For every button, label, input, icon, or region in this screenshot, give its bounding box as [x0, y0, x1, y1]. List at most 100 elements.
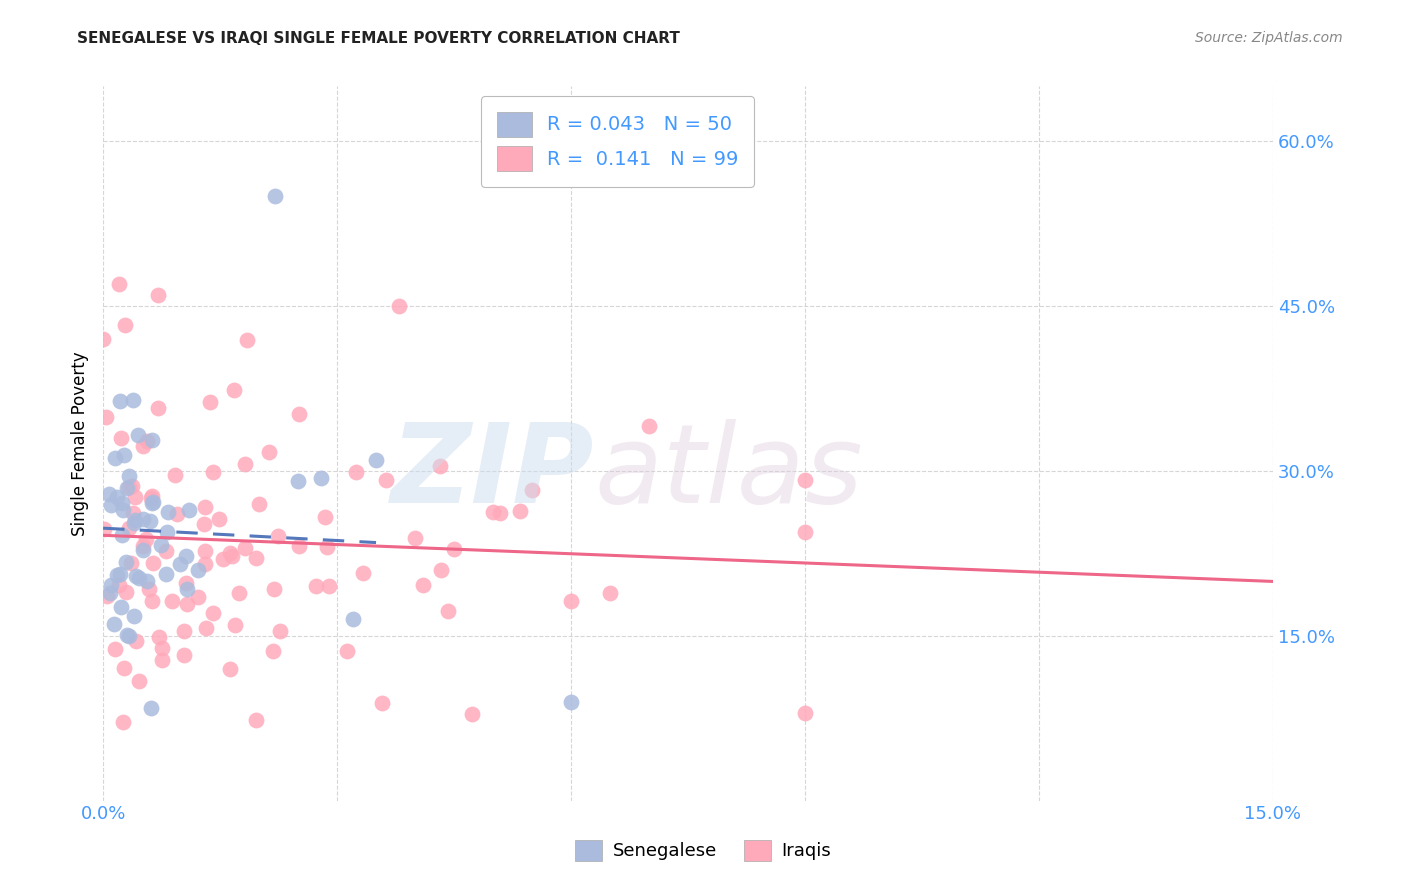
Point [138, 582, 160, 596]
Point [187, 590, 209, 604]
Point [127, 427, 149, 442]
Point [314, 510, 336, 524]
Point [118, 520, 141, 534]
Point [150, 653, 173, 667]
Point [269, 624, 291, 638]
Point [793, 473, 815, 487]
Point [388, 299, 411, 313]
Point [245, 550, 267, 565]
Point [111, 714, 134, 729]
Point [107, 277, 129, 292]
Point [173, 648, 195, 662]
Point [344, 465, 367, 479]
Point [105, 490, 128, 504]
Point [287, 475, 309, 489]
Point [288, 407, 311, 421]
Point [233, 457, 256, 471]
Y-axis label: Single Female Poverty: Single Female Poverty [72, 351, 89, 536]
Point [374, 473, 396, 487]
Point [122, 393, 145, 408]
Point [141, 433, 163, 447]
Point [100, 578, 122, 592]
Point [114, 318, 136, 333]
Point [412, 578, 434, 592]
Point [201, 465, 224, 479]
Point [139, 515, 162, 529]
Point [135, 533, 157, 547]
Point [111, 496, 134, 510]
Point [176, 582, 198, 597]
Point [560, 594, 582, 608]
Text: Source: ZipAtlas.com: Source: ZipAtlas.com [1195, 31, 1343, 45]
Point [146, 288, 169, 302]
Point [219, 546, 242, 560]
Point [98, 487, 121, 501]
Point [139, 701, 162, 715]
Point [520, 483, 543, 497]
Point [169, 557, 191, 571]
Point [560, 695, 582, 709]
Point [107, 578, 129, 592]
Point [316, 540, 339, 554]
Point [132, 539, 155, 553]
Point [228, 585, 250, 599]
Point [115, 481, 138, 495]
Point [212, 552, 235, 566]
Point [245, 713, 267, 727]
Point [221, 549, 243, 564]
Point [219, 662, 242, 676]
Point [352, 566, 374, 580]
Point [118, 630, 141, 644]
Point [176, 598, 198, 612]
Point [262, 644, 284, 658]
Point [118, 480, 141, 494]
Point [114, 585, 136, 599]
Point [342, 612, 364, 626]
Text: ZIP: ZIP [391, 418, 595, 525]
Point [132, 543, 155, 558]
Point [194, 544, 217, 558]
Point [103, 617, 125, 632]
Point [318, 579, 340, 593]
Point [125, 569, 148, 583]
Point [638, 418, 661, 433]
Point [146, 401, 169, 415]
Point [482, 505, 505, 519]
Point [162, 594, 184, 608]
Point [108, 394, 131, 409]
Point [149, 538, 172, 552]
Point [599, 585, 621, 599]
Point [111, 528, 134, 542]
Point [136, 574, 159, 588]
Point [156, 505, 179, 519]
Point [121, 506, 143, 520]
Point [91, 332, 114, 346]
Point [336, 644, 359, 658]
Point [194, 557, 217, 571]
Legend: R = 0.043   N = 50, R =  0.141   N = 99: R = 0.043 N = 50, R = 0.141 N = 99 [481, 96, 754, 187]
Point [437, 604, 460, 618]
Point [112, 503, 135, 517]
Point [488, 506, 510, 520]
Point [224, 617, 246, 632]
Point [125, 634, 148, 648]
Point [174, 549, 197, 563]
Point [461, 707, 484, 722]
Text: SENEGALESE VS IRAQI SINGLE FEMALE POVERTY CORRELATION CHART: SENEGALESE VS IRAQI SINGLE FEMALE POVERT… [77, 31, 681, 46]
Point [100, 498, 122, 512]
Point [404, 531, 426, 545]
Point [128, 674, 150, 689]
Point [115, 628, 138, 642]
Point [96, 589, 118, 603]
Point [200, 395, 222, 409]
Point [124, 513, 146, 527]
Point [96, 409, 118, 424]
Point [194, 500, 217, 515]
Point [224, 384, 246, 398]
Point [208, 512, 231, 526]
Point [132, 440, 155, 454]
Point [139, 491, 162, 506]
Point [141, 496, 163, 510]
Point [124, 516, 146, 530]
Point [121, 479, 143, 493]
